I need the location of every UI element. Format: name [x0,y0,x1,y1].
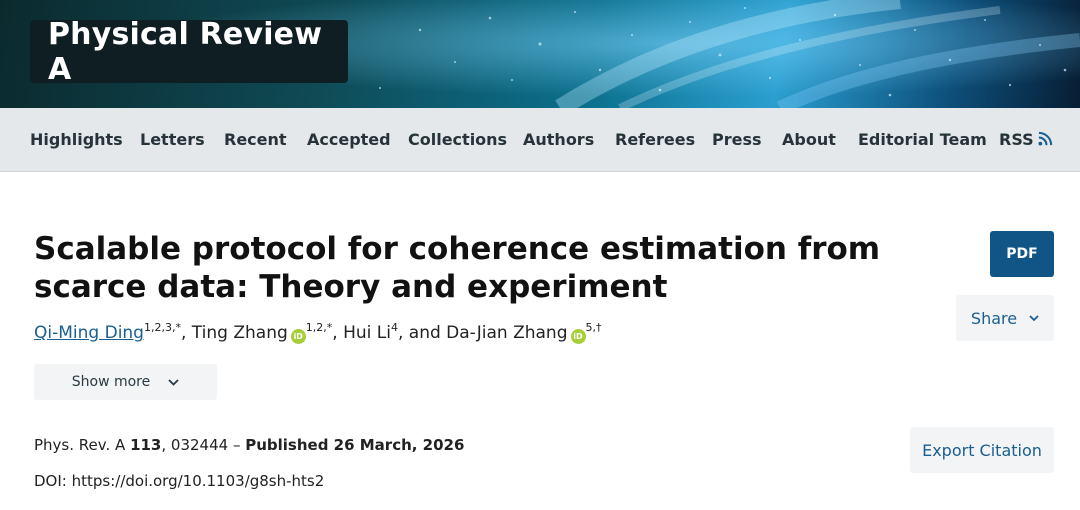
nav-item-authors[interactable]: Authors [523,130,595,149]
nav-item-highlights[interactable]: Highlights [30,130,123,149]
citation-line: Phys. Rev. A 113, 032444 – Published 26 … [34,436,464,454]
nav-item-collections[interactable]: Collections [408,130,508,149]
author-separator: , [332,323,344,343]
orcid-icon[interactable]: iD [290,329,306,344]
author-affiliation: 1,2,3,* [143,321,181,334]
published-date: Published 26 March, 2026 [245,436,465,454]
show-more-label: Show more [71,374,151,390]
main-nav: Highlights Letters Recent Accepted Colle… [0,108,1080,172]
share-label: Share [970,308,1018,328]
export-citation-button[interactable]: Export Citation [910,427,1054,473]
article-number: , 032444 – [161,436,246,454]
journal-title-badge[interactable]: Physical Review A [30,17,348,87]
author-separator: , and [397,323,447,343]
article-title: Scalable protocol for coherence estimati… [34,231,881,305]
share-button[interactable]: Share [956,295,1054,341]
nav-item-editorial-team[interactable]: Editorial Team [858,130,987,149]
chevron-down-icon [168,378,179,386]
doi[interactable]: DOI: https://doi.org/10.1103/g8sh-hts2 [34,472,325,490]
nav-item-referees[interactable]: Referees [615,130,696,149]
rss-icon [1038,131,1052,146]
volume: 113 [130,436,162,454]
orcid-icon[interactable]: iD [570,329,586,344]
author-affiliation: 5,† [585,321,602,334]
author-affiliation: 1,2,* [305,321,333,334]
chevron-down-icon [1029,314,1039,321]
nav-item-accepted[interactable]: Accepted [307,130,391,149]
export-citation-label: Export Citation [922,440,1042,460]
nav-item-recent[interactable]: Recent [224,130,287,149]
nav-item-rss-label: RSS [999,130,1034,149]
nav-item-letters[interactable]: Letters [140,130,205,149]
pdf-button[interactable]: PDF [990,231,1054,277]
author-list: Qi-Ming Ding1,2,3,*, Ting Zhang iD1,2,*, … [34,321,934,344]
pdf-label: PDF [1006,246,1038,262]
nav-item-rss[interactable]: RSS [999,108,1053,172]
author-name: Da-Jian Zhang [446,323,568,343]
show-more-button[interactable]: Show more [34,364,217,400]
author-affiliation: 4 [390,321,398,334]
author-name: Ting Zhang [191,323,288,343]
journal-title: Physical Review A [48,16,323,87]
author-link[interactable]: Qi-Ming Ding [34,323,144,343]
author-name: Hui Li [343,323,391,343]
journal-banner: Physical Review A [0,0,1080,108]
nav-item-about[interactable]: About [782,130,836,149]
author-separator: , [180,323,192,343]
nav-item-press[interactable]: Press [712,130,762,149]
journal-abbrev: Phys. Rev. A [34,436,126,454]
